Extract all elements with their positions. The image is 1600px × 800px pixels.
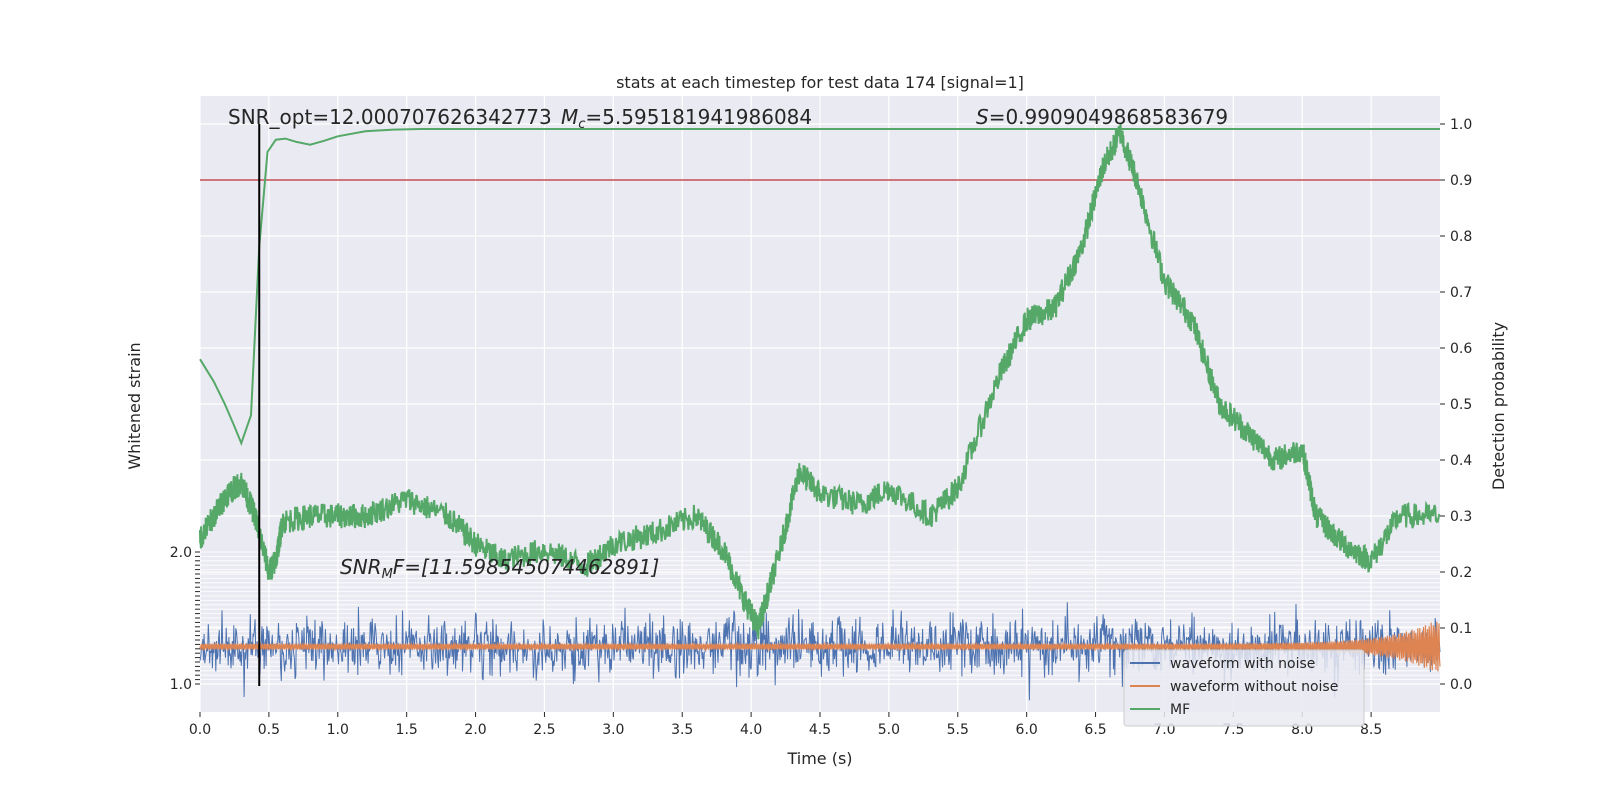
series-waveform-without-noise bbox=[199, 621, 1441, 672]
x-tick-label-1: 0.5 bbox=[258, 722, 280, 738]
right-tick-label-5: 0.5 bbox=[1450, 397, 1472, 413]
series-detection-probability bbox=[199, 123, 1441, 640]
legend-label-mf: MF bbox=[1170, 702, 1190, 718]
legend-label-waveform-with-noise: waveform with noise bbox=[1170, 656, 1315, 672]
x-tick-label-17: 8.5 bbox=[1360, 722, 1382, 738]
right-tick-label-3: 0.3 bbox=[1450, 509, 1472, 525]
x-tick-label-13: 6.5 bbox=[1084, 722, 1106, 738]
right-axis-label: Detection probability bbox=[1489, 322, 1508, 490]
right-tick-label-8: 0.8 bbox=[1450, 229, 1472, 245]
right-tick-label-9: 0.9 bbox=[1450, 173, 1472, 189]
chart-title: stats at each timestep for test data 174… bbox=[616, 73, 1024, 92]
left-axis-label: Whitened strain bbox=[125, 342, 144, 469]
right-axis-ticks: 0.0 0.1 0.2 0.3 0.4 0.5 0.6 0.7 0.8 0.9 1.0 bbox=[1440, 117, 1472, 693]
right-tick-label-6: 0.6 bbox=[1450, 341, 1472, 357]
right-tick-label-7: 0.7 bbox=[1450, 285, 1472, 301]
s-annotation: S=0.9909049868583679 bbox=[976, 105, 1228, 129]
right-tick-label-1: 0.1 bbox=[1450, 621, 1472, 637]
left-tick-label-bottom: 1.0 bbox=[170, 677, 192, 693]
x-axis-label: Time (s) bbox=[786, 749, 852, 768]
snr-mf-annotation: SNRMF=[11.598545074462891] bbox=[340, 555, 659, 582]
clean-trace bbox=[199, 621, 1441, 672]
right-tick-label-2: 0.2 bbox=[1450, 565, 1472, 581]
right-tick-label-0: 0.0 bbox=[1450, 677, 1472, 693]
legend-label-waveform-without-noise: waveform without noise bbox=[1170, 679, 1338, 695]
x-tick-label-8: 4.0 bbox=[740, 722, 762, 738]
x-tick-label-3: 1.5 bbox=[396, 722, 418, 738]
x-tick-label-12: 6.0 bbox=[1016, 722, 1038, 738]
x-tick-label-10: 5.0 bbox=[878, 722, 900, 738]
x-tick-label-9: 4.5 bbox=[809, 722, 831, 738]
x-tick-label-11: 5.5 bbox=[947, 722, 969, 738]
x-axis-ticks: 0.0 0.5 1.0 1.5 2.0 2.5 3.0 3.5 4.0 4.5 5.0 5.5 6.0 6… bbox=[189, 712, 1382, 738]
x-tick-label-4: 2.0 bbox=[464, 722, 486, 738]
x-tick-label-6: 3.0 bbox=[602, 722, 624, 738]
mc-annotation: Mc=5.595181941986084 bbox=[561, 105, 812, 132]
right-tick-label-4: 0.4 bbox=[1450, 453, 1472, 469]
left-axis-ticks: 2.0 1.0 bbox=[170, 545, 200, 693]
x-tick-label-2: 1.0 bbox=[327, 722, 349, 738]
series-mf bbox=[199, 128, 1440, 447]
legend-box bbox=[1123, 649, 1365, 727]
x-tick-label-5: 2.5 bbox=[533, 722, 555, 738]
x-tick-label-7: 3.5 bbox=[671, 722, 693, 738]
right-tick-label-10: 1.0 bbox=[1450, 117, 1472, 133]
snr-opt-annotation: SNR_opt=12.000707626342773 bbox=[228, 105, 552, 129]
x-tick-label-0: 0.0 bbox=[189, 722, 211, 738]
left-tick-label-top: 2.0 bbox=[170, 545, 192, 561]
legend: waveform with noise waveform without noi… bbox=[1123, 649, 1365, 727]
